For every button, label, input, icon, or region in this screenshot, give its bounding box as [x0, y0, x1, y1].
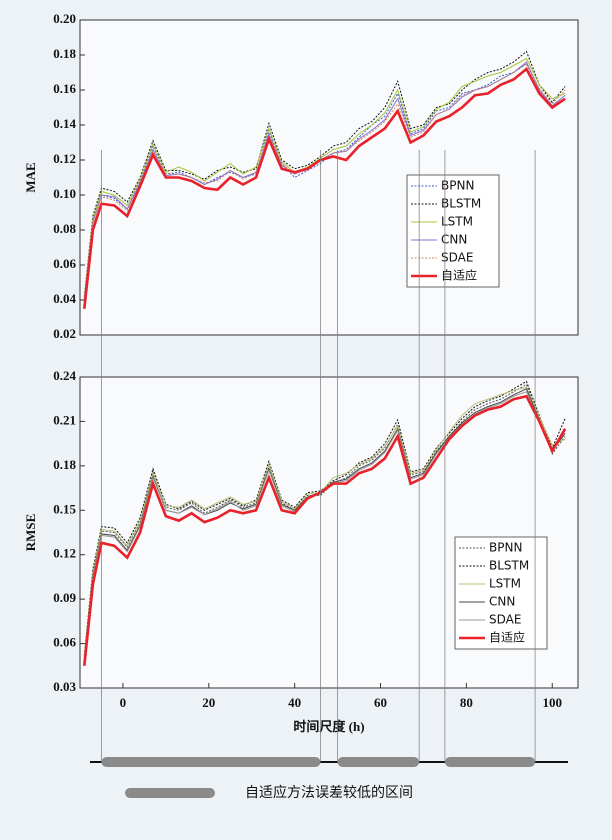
- y-tick-label: 0.12: [53, 546, 76, 561]
- x-axis-label: 时间尺度 (h): [293, 719, 364, 734]
- y-tick-label: 0.04: [53, 291, 76, 306]
- y-tick-label: 0.12: [53, 151, 76, 166]
- legend-label: BLSTM: [441, 197, 481, 211]
- legend-label: LSTM: [441, 215, 473, 229]
- y-tick-label: 0.03: [53, 679, 76, 694]
- x-tick-label: 0: [120, 695, 127, 710]
- x-tick-label: 60: [374, 695, 387, 710]
- y-tick-label: 0.09: [53, 590, 76, 605]
- legend-label: 自适应: [441, 268, 477, 283]
- interval-bar: [337, 757, 420, 767]
- y-tick-label: 0.21: [53, 412, 76, 427]
- y-tick-label: 0.18: [53, 46, 76, 61]
- legend-box: [406, 174, 500, 288]
- legend-label: CNN: [489, 595, 515, 609]
- y-tick-label: 0.18: [53, 457, 76, 472]
- y-axis-label: MAE: [23, 162, 38, 192]
- legend-label: BPNN: [441, 179, 474, 193]
- y-tick-label: 0.08: [53, 221, 76, 236]
- y-tick-label: 0.10: [53, 186, 76, 201]
- y-tick-label: 0.24: [53, 368, 76, 383]
- y-tick-label: 0.16: [53, 81, 76, 96]
- highlight-label: 自适应方法误差较低的区间: [245, 784, 413, 801]
- y-axis-label: RMSE: [23, 514, 38, 552]
- y-tick-label: 0.06: [53, 256, 76, 271]
- legend-box: [454, 536, 548, 650]
- legend-label: BPNN: [489, 541, 522, 555]
- y-tick-label: 0.15: [53, 501, 76, 516]
- y-tick-label: 0.02: [53, 326, 76, 341]
- legend-label: BLSTM: [489, 559, 529, 573]
- x-tick-label: 40: [288, 695, 301, 710]
- legend-label: SDAE: [489, 613, 521, 627]
- x-tick-label: 100: [542, 695, 562, 710]
- x-tick-label: 20: [202, 695, 215, 710]
- legend-label: 自适应: [489, 630, 525, 645]
- legend-label: CNN: [441, 233, 467, 247]
- x-tick-label: 80: [460, 695, 473, 710]
- highlight-swatch: [125, 788, 215, 798]
- y-tick-label: 0.14: [53, 116, 76, 131]
- legend-label: LSTM: [489, 577, 521, 591]
- y-tick-label: 0.06: [53, 635, 76, 650]
- series-line: [83, 383, 566, 659]
- legend-label: SDAE: [441, 251, 473, 265]
- interval-bar: [444, 757, 536, 767]
- interval-bar: [101, 757, 321, 767]
- y-tick-label: 0.20: [53, 11, 76, 26]
- series-line: [83, 63, 566, 302]
